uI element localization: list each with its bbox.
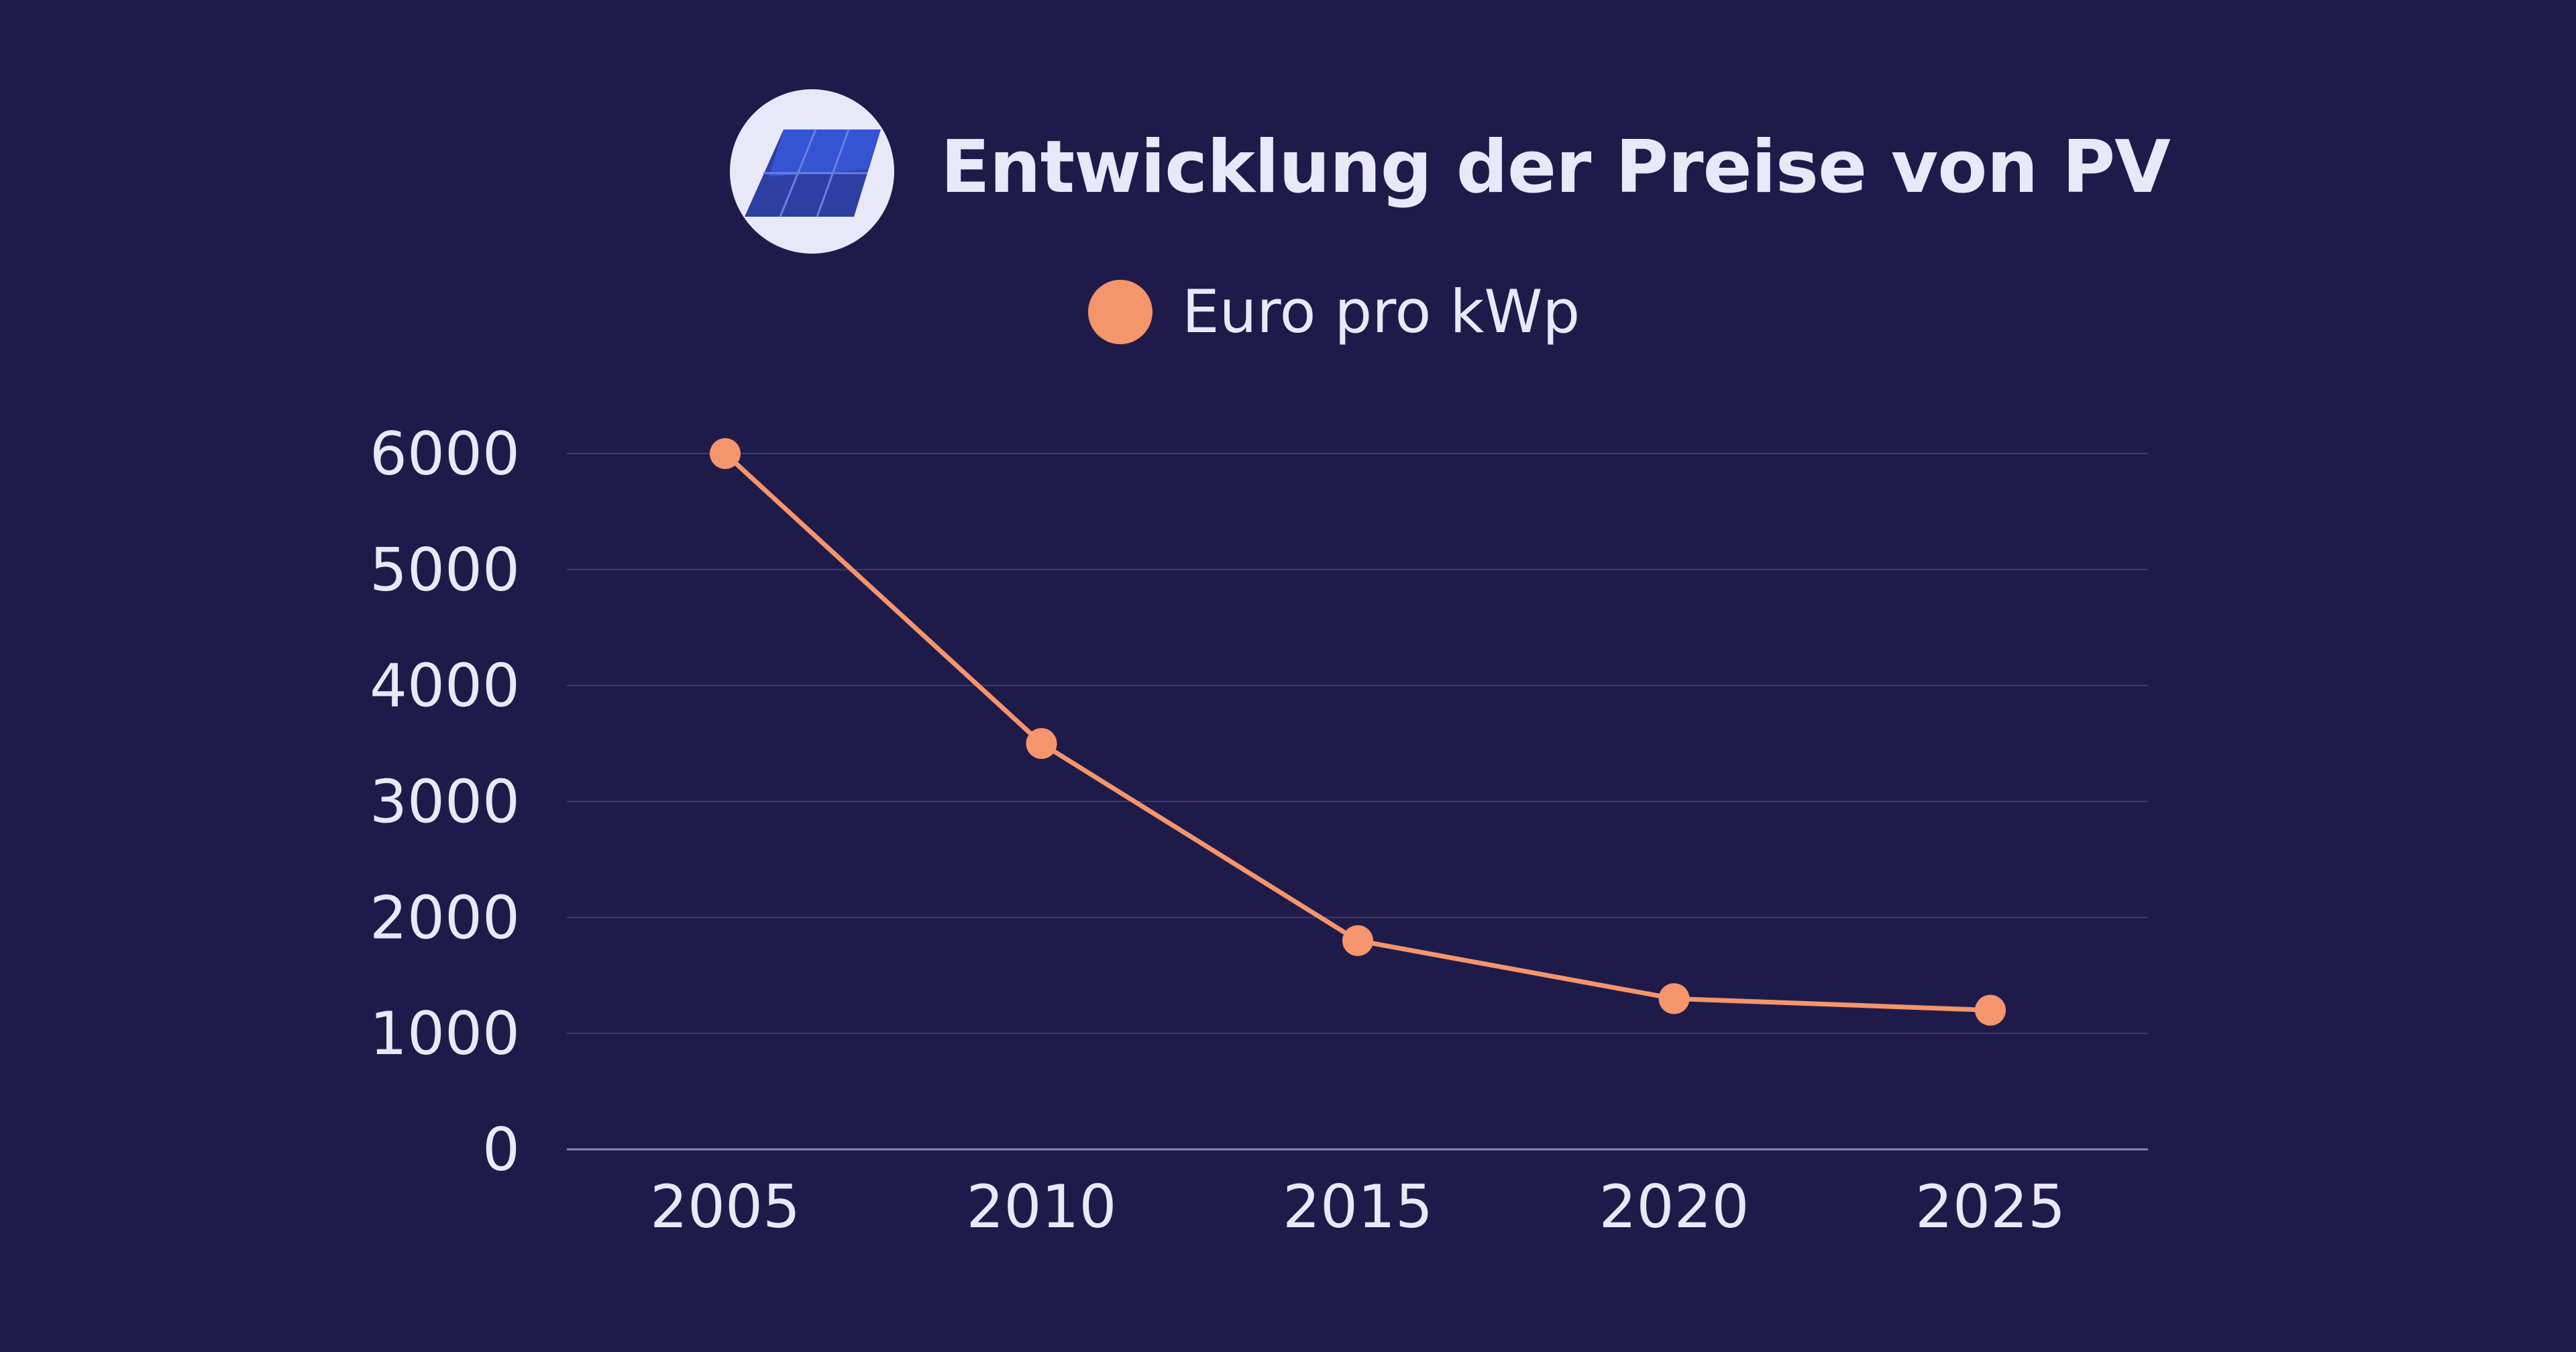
- data-point: [1658, 983, 1690, 1015]
- chart-title: Entwicklung der Preise von PV: [941, 125, 2171, 209]
- x-tick-label: 2025: [1915, 1172, 2065, 1241]
- y-tick-label: 3000: [370, 768, 520, 837]
- legend-swatch: [1088, 280, 1152, 344]
- solar-panel-icon: [745, 129, 881, 217]
- y-tick-label: 2000: [370, 883, 520, 952]
- x-tick-label: 2020: [1599, 1172, 1750, 1241]
- y-tick-label: 0: [482, 1115, 520, 1184]
- legend-label: Euro pro kWp: [1182, 277, 1580, 346]
- x-tick-label: 2010: [967, 1172, 1117, 1241]
- x-tick-label: 2005: [650, 1172, 800, 1241]
- data-point: [1026, 728, 1057, 760]
- legend: Euro pro kWp: [1088, 272, 1580, 352]
- solar-panel-logo: [730, 89, 894, 254]
- data-point: [710, 438, 741, 469]
- data-point: [1342, 925, 1373, 956]
- y-tick-label: 5000: [370, 535, 520, 605]
- y-tick-label: 6000: [370, 419, 520, 488]
- y-tick-label: 1000: [370, 999, 520, 1068]
- x-tick-label: 2015: [1283, 1172, 1433, 1241]
- data-point: [1975, 994, 2006, 1026]
- y-tick-label: 4000: [370, 652, 520, 721]
